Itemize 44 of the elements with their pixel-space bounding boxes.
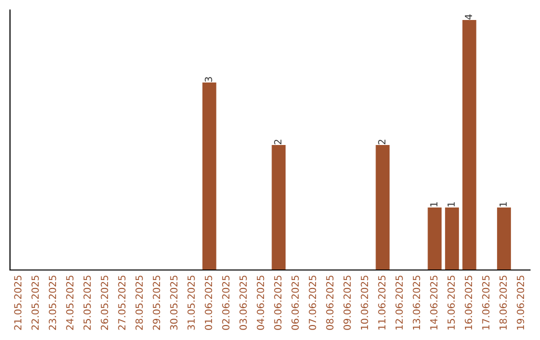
x-tick-label: 11.06.2025	[378, 276, 386, 330]
data-label: 2	[378, 140, 386, 144]
x-tick-label: 24.05.2025	[66, 276, 74, 330]
x-tick-label: 15.06.2025	[447, 276, 455, 330]
x-tick-label: 29.05.2025	[152, 276, 160, 330]
bar	[272, 145, 286, 270]
x-tick-label: 27.05.2025	[118, 276, 126, 330]
data-label: 1	[500, 202, 507, 206]
bar	[497, 208, 511, 270]
x-tick-label: 30.05.2025	[170, 276, 178, 330]
data-label: 4	[464, 14, 472, 20]
x-tick-label: 05.06.2025	[274, 276, 282, 330]
bar	[462, 20, 476, 270]
x-tick-label: 16.06.2025	[464, 276, 472, 330]
bar	[376, 145, 390, 270]
x-tick-label: 28.05.2025	[135, 276, 143, 330]
x-tick-label: 02.06.2025	[222, 276, 230, 330]
x-tick-label: 17.06.2025	[482, 276, 490, 330]
x-tick-label: 25.05.2025	[83, 276, 91, 330]
x-tick-label: 13.06.2025	[412, 276, 420, 330]
x-tick-label: 07.06.2025	[308, 276, 316, 330]
x-tick-label: 23.05.2025	[48, 276, 56, 330]
bar	[428, 208, 442, 270]
x-tick-label: 14.06.2025	[430, 276, 438, 330]
data-label: 1	[448, 202, 455, 206]
x-tick-label: 03.06.2025	[239, 276, 247, 330]
x-tick-label: 22.05.2025	[31, 276, 39, 330]
data-label: 3	[204, 77, 212, 82]
x-tick-label: 26.05.2025	[100, 276, 108, 330]
x-tick-label: 21.05.2025	[14, 276, 22, 330]
x-tick-label: 09.06.2025	[343, 276, 351, 330]
x-tick-label: 12.06.2025	[395, 276, 403, 330]
x-tick-label: 19.06.2025	[516, 276, 524, 330]
x-tick-label: 31.05.2025	[187, 276, 195, 330]
data-label: 2	[274, 140, 282, 144]
x-tick-label: 01.06.2025	[204, 276, 212, 330]
x-tick-label: 04.06.2025	[256, 276, 264, 330]
data-label: 1	[430, 202, 438, 206]
x-tick-label: 18.06.2025	[499, 276, 507, 330]
x-tick-label: 10.06.2025	[360, 276, 368, 330]
x-tick-label: 06.06.2025	[291, 276, 299, 330]
bar	[202, 82, 216, 270]
x-tick-label: 08.06.2025	[326, 276, 334, 330]
bar	[445, 208, 459, 270]
